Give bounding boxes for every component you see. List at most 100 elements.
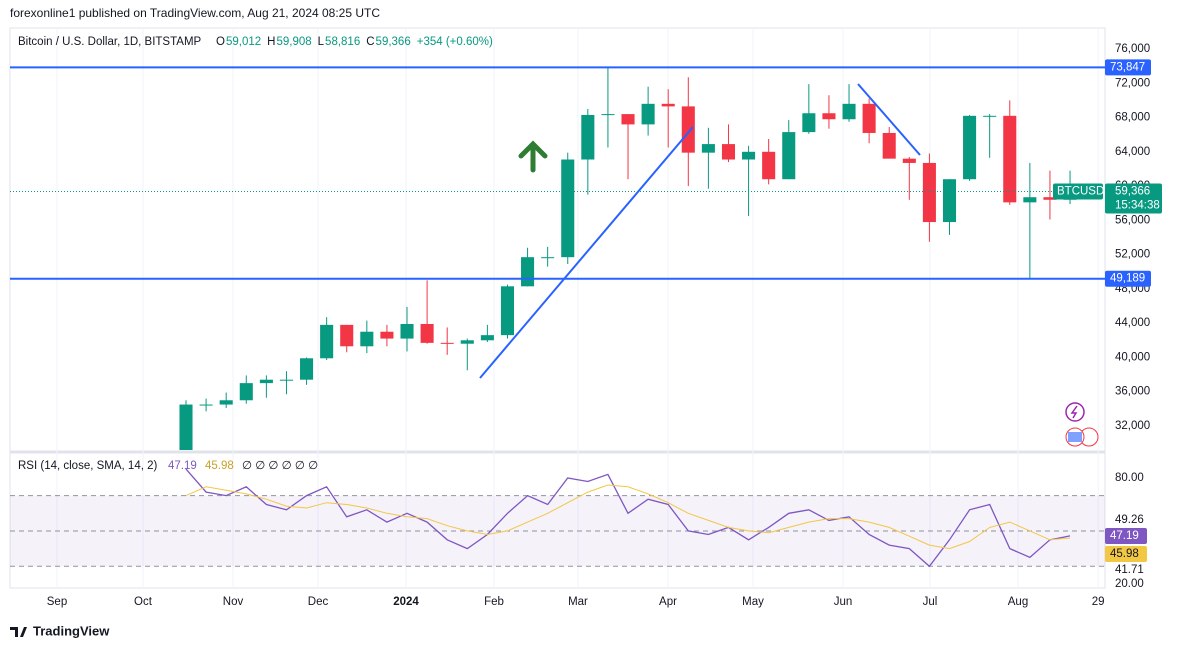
event-icon[interactable]: [1065, 402, 1085, 422]
candle-body: [219, 400, 233, 405]
candle-body: [480, 335, 494, 341]
ohlc-letter: O: [216, 36, 225, 48]
y-tick-label: 56,000: [1115, 214, 1150, 226]
candle-body: [661, 103, 675, 107]
candle-body: [360, 331, 374, 347]
candle-body: [1003, 115, 1017, 203]
candle-body: [902, 158, 916, 163]
symbol-box: [1053, 183, 1103, 200]
axes: 32,00036,00040,00044,00048,00052,00056,0…: [10, 43, 1162, 608]
x-tick-label: 29: [1092, 596, 1105, 608]
candle-body: [340, 324, 354, 347]
x-tick-label: Feb: [484, 596, 504, 608]
candle-body: [440, 342, 454, 344]
band-label: 41.71: [1115, 564, 1144, 576]
candle-body: [842, 103, 856, 120]
trend-line-up: [479, 126, 694, 379]
candle-body: [420, 324, 434, 343]
candle-body: [762, 151, 776, 180]
candle-body: [1023, 197, 1037, 203]
value-box: [1105, 528, 1147, 544]
candle-body: [279, 379, 293, 381]
y-tick-label: 80.00: [1115, 472, 1144, 484]
candle-body: [521, 257, 535, 287]
x-tick-label: Dec: [308, 596, 329, 608]
y-tick-label: 32,000: [1115, 420, 1150, 432]
candle-body: [400, 324, 414, 339]
x-tick-label: Jul: [923, 596, 938, 608]
candle-body: [862, 103, 876, 133]
value-box-label: 45.98: [1110, 548, 1139, 560]
candle-body: [500, 286, 515, 336]
candle-body: [621, 114, 635, 125]
last-price-box: [1105, 183, 1162, 214]
value-box: [1105, 546, 1147, 562]
ohlc-letter: C: [366, 36, 374, 48]
brand: TradingView: [33, 623, 110, 638]
candle-body: [380, 331, 394, 339]
candle-body: [963, 115, 977, 180]
candle-body: [179, 404, 193, 450]
candle-body: [199, 404, 213, 406]
y-tick-label: 64,000: [1115, 146, 1150, 158]
trend-line-down: [857, 83, 921, 156]
candle-body: [561, 159, 575, 258]
x-tick-label: Oct: [134, 596, 153, 608]
candle-body: [460, 340, 474, 344]
legend: Bitcoin / U.S. Dollar, 1D, BITSTAMP RSI …: [18, 36, 493, 472]
y-tick-label: 44,000: [1115, 317, 1150, 329]
candle-body: [641, 103, 655, 125]
rsi-value: 47.19: [168, 460, 197, 472]
last-price-label: 59,366: [1115, 186, 1150, 198]
ohlc-value: 58,816: [325, 36, 360, 48]
ohlc-value: 59,366: [376, 36, 411, 48]
flag-icon-fill: [1068, 432, 1082, 442]
level-label-box: [1105, 270, 1151, 287]
candle-body: [942, 179, 957, 223]
x-tick-label: Nov: [223, 596, 244, 608]
candle-body: [320, 324, 334, 359]
candle-body: [742, 151, 756, 160]
ohlc-letter: L: [318, 36, 325, 48]
arrow-up: [518, 140, 548, 173]
candle-body: [581, 114, 595, 160]
countdown: 15:34:38: [1115, 200, 1160, 212]
candle-body: [239, 383, 253, 401]
candle-body: [681, 106, 695, 153]
candle-body: [300, 358, 314, 380]
candle-body: [983, 115, 997, 117]
rsi-pane: [10, 468, 1105, 568]
candle-body: [601, 114, 615, 116]
x-tick-label: Apr: [659, 596, 677, 608]
ohlc-letter: H: [267, 36, 275, 48]
x-tick-label: Mar: [568, 596, 588, 608]
rsi-title: RSI (14, close, SMA, 14, 2): [18, 460, 158, 472]
candle-body: [1043, 197, 1057, 200]
x-tick-label: Jun: [834, 596, 853, 608]
x-tick-label: May: [742, 596, 764, 608]
sma-value: 45.98: [205, 460, 234, 472]
chart-frame: [9, 27, 1106, 589]
y-tick-label: 40,000: [1115, 351, 1150, 363]
ohlc-value: 59,908: [276, 36, 311, 48]
value-box-label: 47.19: [1110, 530, 1139, 542]
candle-body: [882, 132, 896, 159]
candle-body: [701, 144, 715, 153]
logo-mark: [10, 627, 27, 637]
ohlc-value: 59,012: [226, 36, 261, 48]
candle-body: [782, 132, 796, 180]
band-label: 49.26: [1115, 514, 1144, 526]
y-tick-label: 20.00: [1115, 578, 1144, 590]
candle-body: [721, 144, 736, 160]
sma-line: [185, 484, 1071, 550]
x-tick-label: Aug: [1008, 596, 1028, 608]
level-label-box: [1105, 59, 1151, 76]
candle-body: [259, 379, 273, 384]
candle-body: [802, 113, 816, 133]
y-tick-label: 52,000: [1115, 249, 1150, 261]
symbol: BTCUSD: [1057, 186, 1104, 198]
na-icons: ∅ ∅ ∅ ∅ ∅ ∅: [242, 460, 318, 472]
y-tick-label: 68,000: [1115, 112, 1150, 124]
